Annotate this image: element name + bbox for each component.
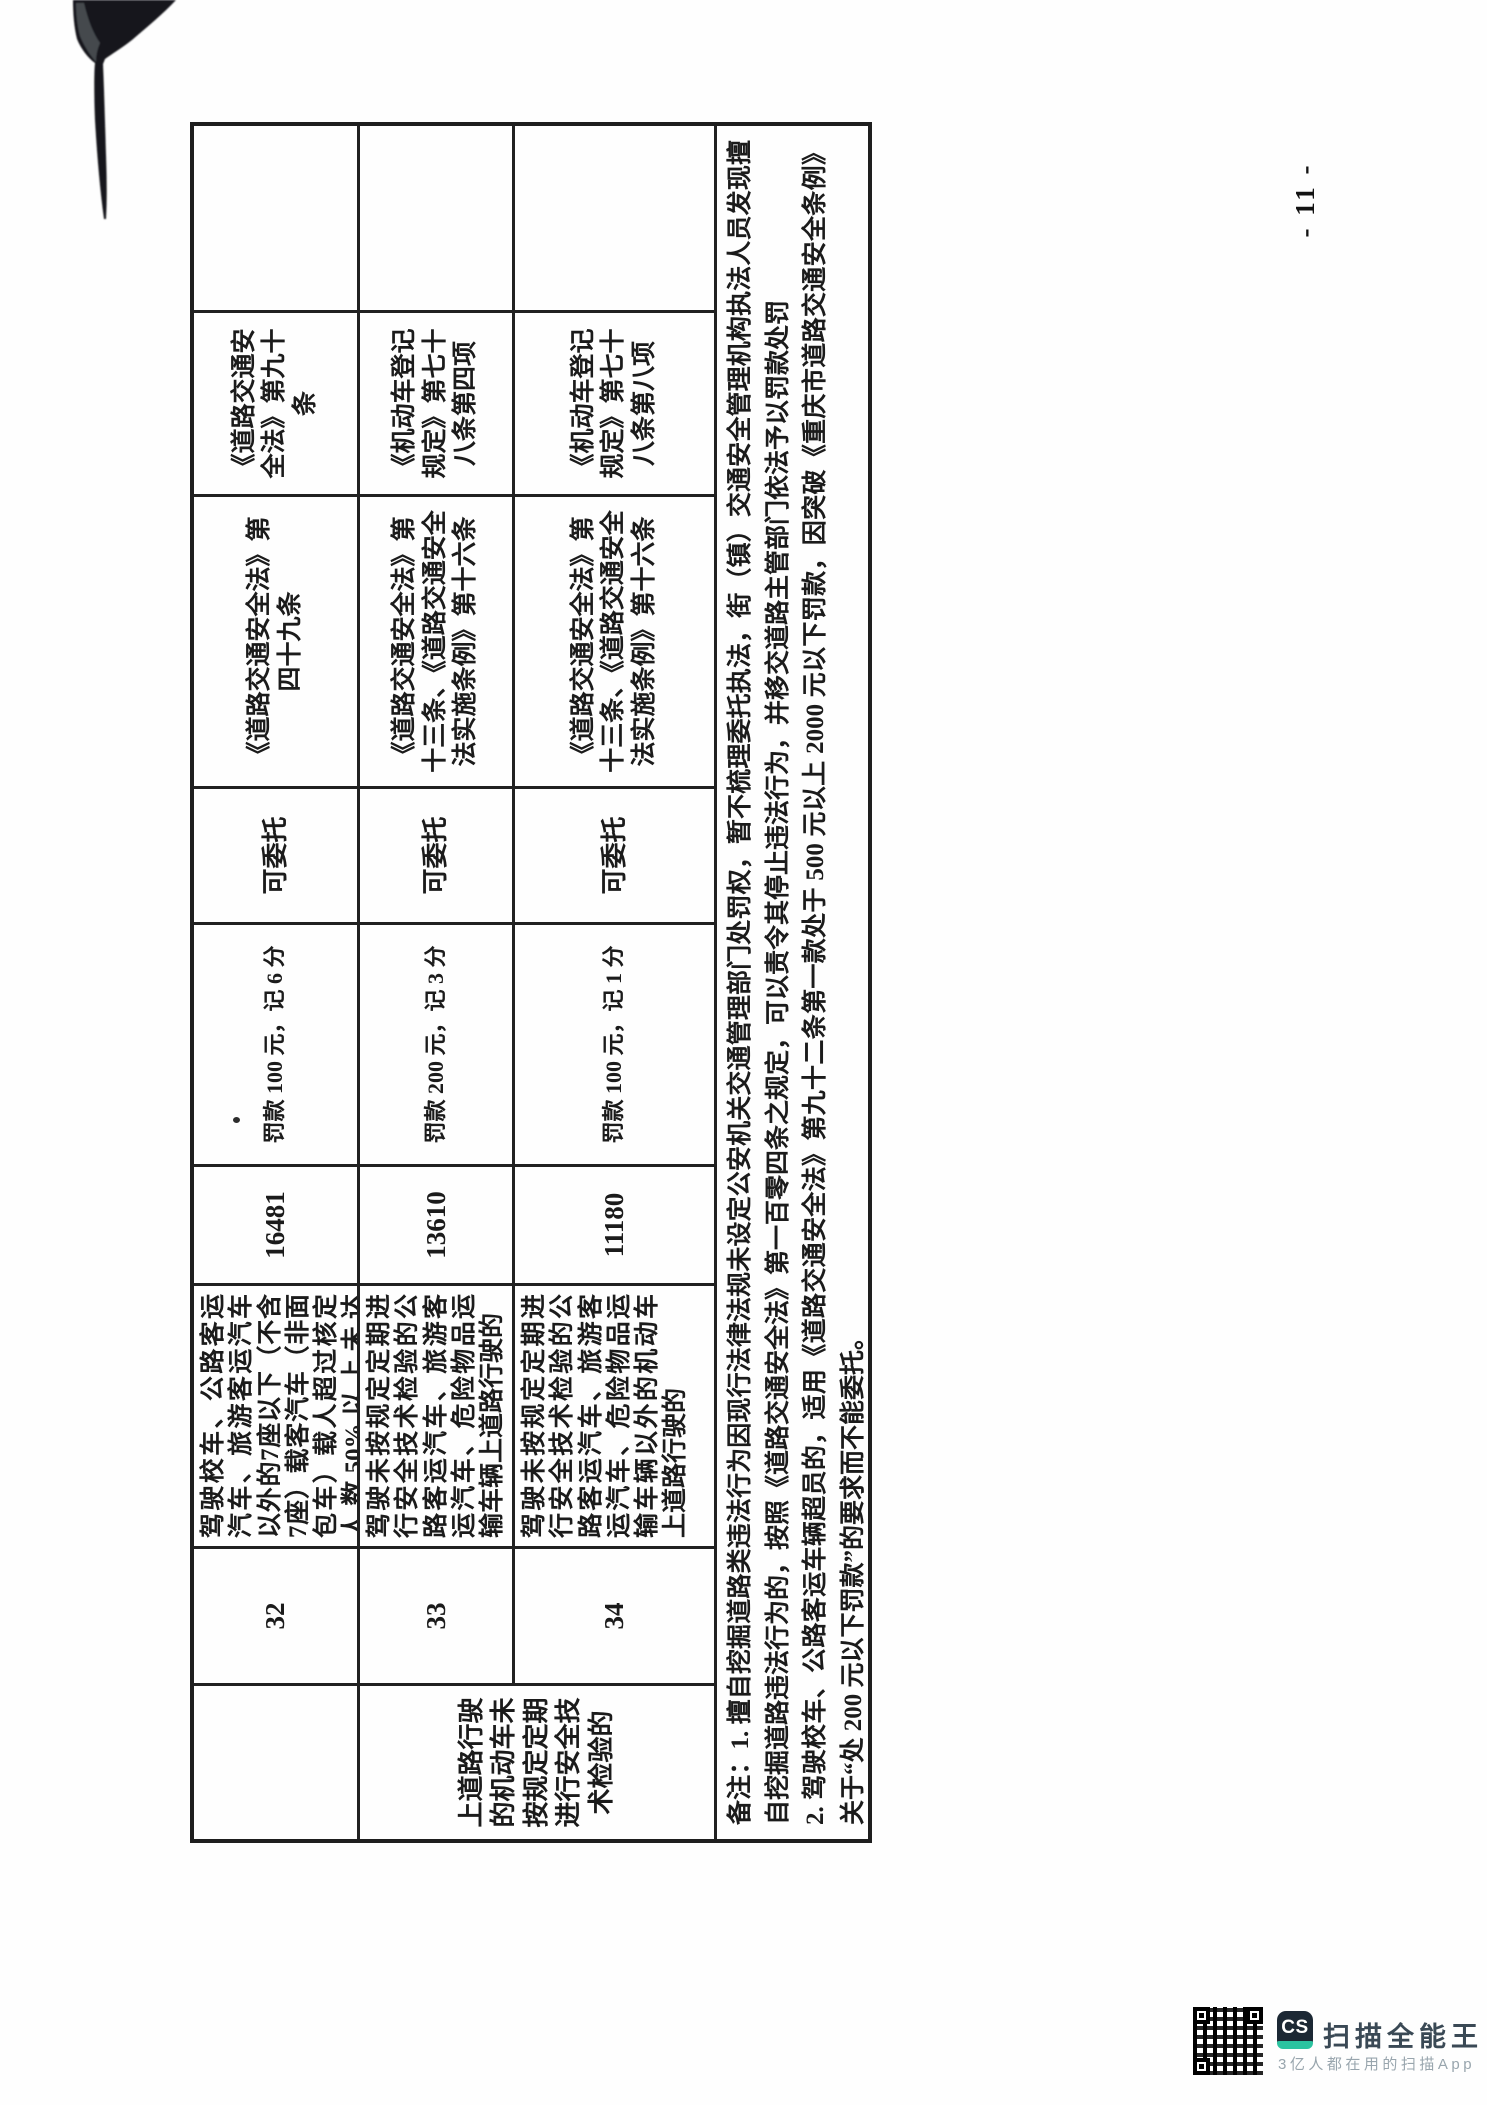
cell-category-merged-33-34: 上道路行驶的机动车未按规定定期进行安全技术检验的 — [360, 1683, 717, 1839]
table-notes-row: 备注：1. 擅自挖掘道路类违法行为因现行法律法规未设定公安机关交通管理部门处罚权… — [717, 126, 872, 1839]
ink-dot-artifact — [233, 1117, 240, 1123]
cell-behavior-33: 驾驶未按规定定期进行安全技术检验的公路客运汽车、旅游客运汽车、危险物品运输车辆上… — [360, 1283, 515, 1546]
scan-ink-blob — [73, 0, 176, 219]
cell-code-32: 16481 — [194, 1164, 360, 1283]
cell-remark-33 — [360, 126, 515, 310]
cell-penalty-basis-33: 《机动车登记规定》第七十八条第四项 — [360, 310, 515, 494]
cell-behavior-34: 驾驶未按规定定期进行安全技术检验的公路客运汽车、旅游客运汽车、危险物品运输车辆以… — [515, 1283, 717, 1546]
cell-penalty-33: 罚款 200 元，记 3 分 — [360, 922, 515, 1164]
note-1: 备注：1. 擅自挖掘道路类违法行为因现行法律法规未设定公安机关交通管理部门处罚权… — [727, 140, 792, 1825]
table-grid: 32 驾驶校车、公路客运汽车、旅游客运汽车以外的7座以下（不含7座）载客汽车（非… — [194, 126, 717, 1839]
qr-finder-icon — [1193, 2007, 1210, 2024]
cell-remark-32 — [194, 126, 360, 310]
cell-delegation-33: 可委托 — [360, 786, 515, 922]
cell-seq-33: 33 — [360, 1546, 515, 1683]
cell-behavior-basis-32: 《道路交通安全法》第四十九条 — [194, 494, 360, 786]
qr-finder-icon — [1193, 2058, 1210, 2075]
cell-code-33: 13610 — [360, 1164, 515, 1283]
camscanner-logo-icon: CS — [1277, 2011, 1313, 2049]
cell-delegation-34: 可委托 — [515, 786, 717, 922]
cell-penalty-basis-34: 《机动车登记规定》第七十八条第八项 — [515, 310, 717, 494]
cell-behavior-basis-34: 《道路交通安全法》第十三条、《道路交通安全法实施条例》第十六条 — [515, 494, 717, 786]
cell-penalty-basis-32: 《道路交通安全法》第九十条 — [194, 310, 360, 494]
cell-category-32 — [194, 1683, 360, 1839]
cell-penalty-32: 罚款 100 元，记 6 分 — [194, 922, 360, 1164]
cell-seq-34: 34 — [515, 1546, 717, 1683]
cell-remark-34 — [515, 126, 717, 310]
watermark-tagline: 3亿人都在用的扫描App — [1278, 2056, 1476, 2073]
qr-code — [1193, 2007, 1263, 2075]
cell-code-34: 11180 — [515, 1164, 717, 1283]
watermark-app-name: 扫描全能王 — [1323, 2022, 1483, 2052]
violation-penalty-table: 32 驾驶校车、公路客运汽车、旅游客运汽车以外的7座以下（不含7座）载客汽车（非… — [190, 122, 872, 1843]
logo-text: CS — [1281, 2016, 1309, 2038]
cell-penalty-34: 罚款 100 元，记 1 分 — [515, 922, 717, 1164]
note-2: 2. 驾驶校车、公路客运车辆超员的，适用《道路交通安全法》第九十二条第一款处于 … — [802, 140, 867, 1825]
cell-delegation-32: 可委托 — [194, 786, 360, 922]
cell-seq-32: 32 — [194, 1546, 360, 1683]
qr-finder-icon — [1246, 2007, 1263, 2024]
cell-behavior-basis-33: 《道路交通安全法》第十三条、《道路交通安全法实施条例》第十六条 — [360, 494, 515, 786]
page-number: - 11 - — [1290, 162, 1320, 238]
camscanner-watermark: CS 扫描全能王 3亿人都在用的扫描App — [1190, 2004, 1478, 2084]
cell-behavior-32: 驾驶校车、公路客运汽车、旅游客运汽车以外的7座以下（不含7座）载客汽车（非面包车… — [194, 1283, 360, 1546]
